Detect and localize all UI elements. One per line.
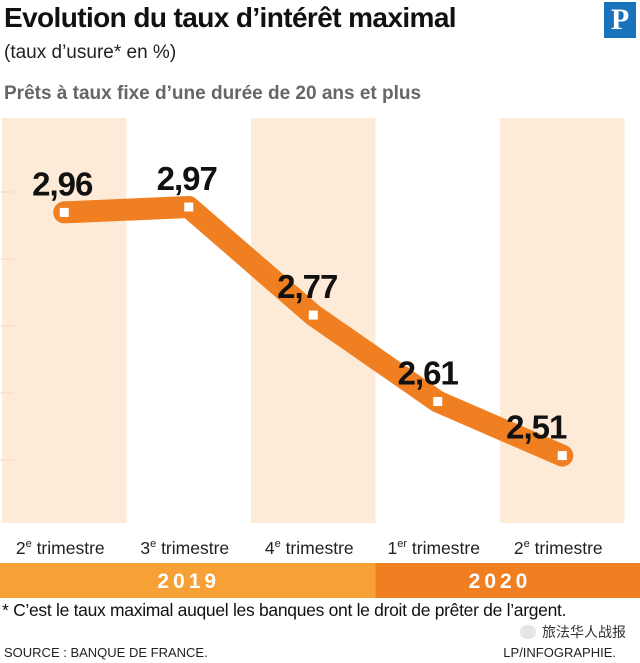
year-band: [0, 563, 376, 598]
footnote: * C’est le taux maximal auquel les banqu…: [2, 600, 567, 620]
watermark: 旅法华人战报: [520, 622, 626, 642]
infographic-credit: LP/INFOGRAPHIE.: [503, 645, 616, 660]
category-label: 2e trimestre: [16, 538, 105, 558]
wechat-icon: [520, 625, 536, 639]
chart-section-label: Prêts à taux fixe d’une durée de 20 ans …: [4, 83, 422, 104]
data-label: 2,97: [157, 160, 217, 197]
category-label: 1er trimestre: [388, 538, 480, 558]
data-point: [433, 397, 443, 407]
watermark-text: 旅法华人战报: [542, 624, 626, 640]
background-band: [2, 118, 127, 523]
data-point: [184, 202, 194, 212]
chart-title: Evolution du taux d’intérêt maximal: [4, 2, 457, 33]
category-label: 3e trimestre: [140, 538, 229, 558]
year-label: 2019: [157, 570, 220, 593]
data-point: [59, 207, 69, 217]
data-label: 2,96: [32, 165, 93, 202]
data-point: [308, 310, 318, 320]
chart-subtitle: (taux d’usure* en %): [4, 42, 177, 63]
publisher-logo: P: [604, 2, 636, 38]
year-label: 2020: [469, 570, 532, 593]
source-credit: SOURCE : BANQUE DE FRANCE.: [4, 645, 208, 660]
year-band: [375, 563, 640, 598]
data-label: 2,51: [506, 409, 567, 446]
data-point: [557, 451, 567, 461]
category-label: 4e trimestre: [265, 538, 354, 558]
category-label: 2e trimestre: [514, 538, 603, 558]
data-label: 2,77: [277, 268, 337, 305]
data-label: 2,61: [398, 355, 459, 392]
